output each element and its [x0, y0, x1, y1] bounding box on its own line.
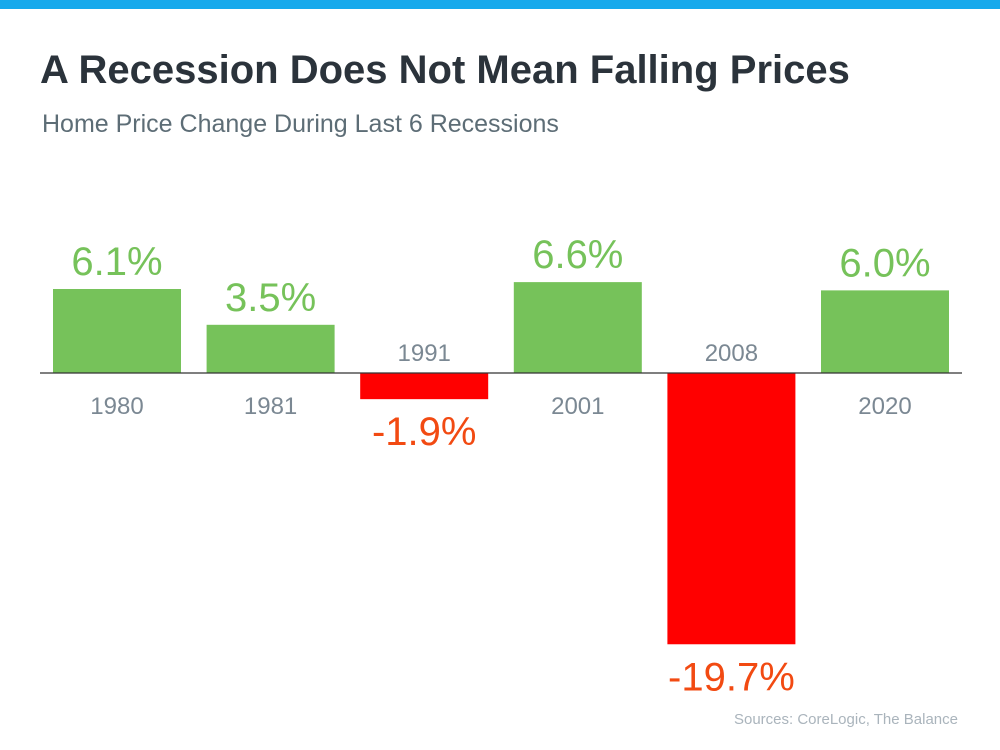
category-label: 2008 — [705, 340, 758, 367]
data-label: -19.7% — [668, 655, 795, 699]
bar-2020 — [821, 290, 949, 373]
top-accent-bar — [0, 0, 1000, 9]
bar-1991 — [360, 373, 489, 400]
bar-2008 — [667, 373, 796, 645]
category-label: 1991 — [398, 340, 451, 367]
source-note: Sources: CoreLogic, The Balance — [733, 711, 958, 728]
data-label: 6.6% — [532, 233, 623, 277]
category-label: 1981 — [244, 393, 297, 420]
category-label: 1980 — [90, 393, 143, 420]
category-label: 2001 — [551, 393, 604, 420]
data-label: 6.1% — [71, 240, 162, 284]
data-label: 3.5% — [225, 276, 316, 320]
data-label: -1.9% — [372, 410, 477, 454]
chart-title: A Recession Does Not Mean Falling Prices — [40, 48, 850, 92]
chart-subtitle: Home Price Change During Last 6 Recessio… — [42, 110, 559, 138]
data-label: 6.0% — [839, 241, 930, 285]
bar-2001 — [513, 282, 642, 373]
bar-1981 — [206, 324, 335, 373]
category-label: 2020 — [858, 393, 911, 420]
bar-1980 — [53, 289, 181, 373]
